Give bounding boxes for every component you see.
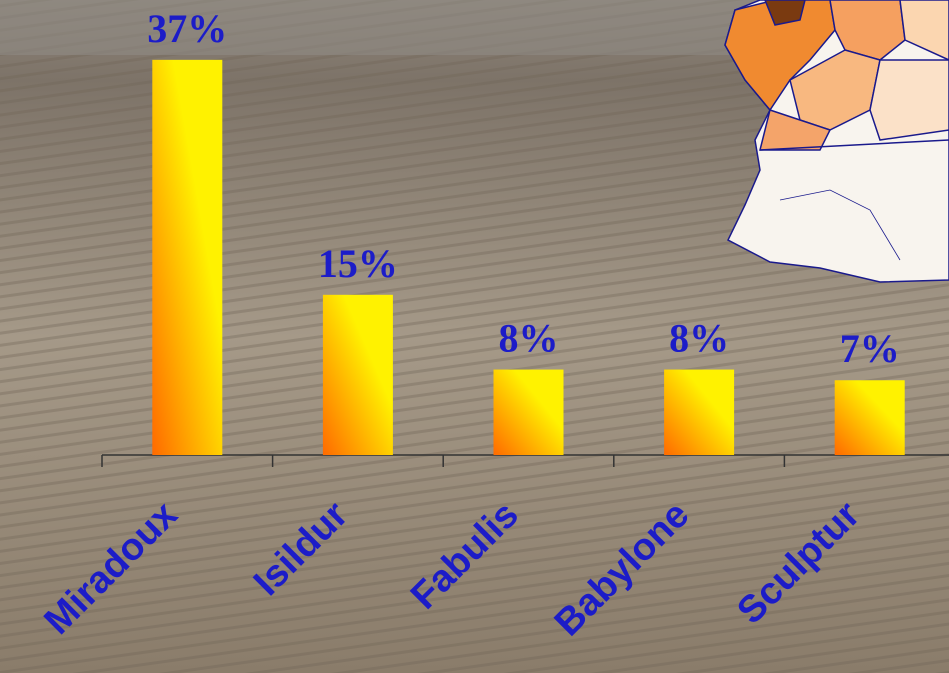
data-label: 7% [840, 326, 900, 371]
bar [493, 369, 564, 455]
bar [834, 380, 905, 455]
data-label: 8% [669, 316, 729, 361]
map [724, 0, 949, 283]
data-label: 37% [147, 6, 227, 51]
bar [664, 369, 735, 455]
data-label: 15% [318, 241, 398, 286]
bar [152, 59, 223, 456]
bar [322, 294, 393, 455]
data-label: 8% [499, 316, 559, 361]
